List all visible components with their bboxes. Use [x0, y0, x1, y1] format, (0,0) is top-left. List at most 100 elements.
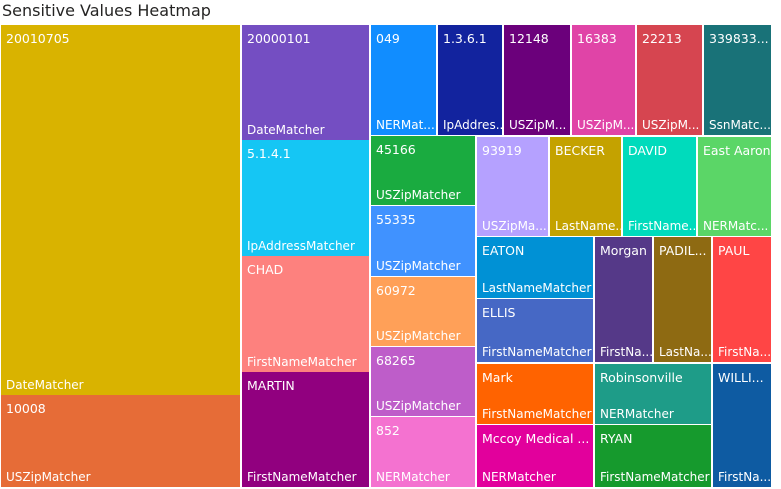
treemap-tile[interactable]: 5.1.4.1 IpAddressMatcher [242, 140, 369, 256]
treemap-tile-category-label: DateMatcher [6, 378, 84, 392]
treemap-tile[interactable]: Robinsonville NERMatcher [595, 364, 711, 424]
treemap-tile-value-label: 55335 [376, 212, 416, 227]
treemap-tile-value-label: EATON [482, 243, 524, 258]
treemap-tile[interactable]: 60972 USZipMatcher [371, 277, 475, 346]
treemap-tile-rect[interactable] [704, 25, 771, 135]
treemap-tile-rect[interactable] [477, 299, 593, 362]
treemap-tile[interactable]: 55335 USZipMatcher [371, 206, 475, 276]
treemap-tile-category-label: FirstNameMatcher [247, 470, 357, 484]
treemap-tile[interactable]: 20010705 DateMatcher [1, 25, 240, 395]
treemap-tile-rect[interactable] [477, 364, 593, 424]
treemap-tile-rect[interactable] [713, 237, 771, 362]
treemap-tile-category-label: IpAddres... [443, 118, 507, 132]
treemap-tile-category-label: LastName... [555, 219, 627, 233]
treemap-tile-rect[interactable] [371, 136, 475, 205]
treemap-tile[interactable]: PAUL FirstNa... [713, 237, 771, 362]
treemap-tile[interactable]: Mark FirstNameMatcher [477, 364, 593, 424]
treemap-tile-rect[interactable] [371, 25, 436, 135]
treemap-tile-value-label: Robinsonville [600, 370, 683, 385]
treemap-tile[interactable]: PADIL... LastNa... [654, 237, 712, 362]
treemap-tile[interactable]: CHAD FirstNameMatcher [242, 256, 369, 372]
chart-title: Sensitive Values Heatmap [2, 1, 211, 20]
treemap-tile[interactable]: 16383 USZipM... [572, 25, 635, 135]
treemap-tile-rect[interactable] [504, 25, 570, 135]
treemap-tile-category-label: NERMatcher [482, 470, 556, 484]
treemap-tile-rect[interactable] [1, 395, 240, 487]
treemap-tile[interactable]: Mccoy Medical ... NERMatcher [477, 425, 593, 487]
treemap-tile-category-label: USZipM... [642, 118, 699, 132]
treemap-tile-category-label: USZipMatcher [376, 399, 461, 413]
treemap-tile-value-label: 93919 [482, 143, 522, 158]
treemap-tile[interactable]: 93919 USZipMa... [477, 137, 548, 236]
treemap-tile[interactable]: Morgan FirstNa... [595, 237, 653, 362]
treemap-tile-rect[interactable] [698, 137, 771, 236]
treemap-tile-rect[interactable] [242, 25, 369, 140]
treemap-tile-rect[interactable] [713, 364, 771, 487]
treemap-tile-rect[interactable] [371, 206, 475, 276]
treemap-chart[interactable]: 20010705 DateMatcher 10008 USZipMatcher 2000… [0, 24, 781, 489]
treemap-tile-rect[interactable] [371, 277, 475, 346]
treemap-tile-rect[interactable] [623, 137, 696, 236]
treemap-tile-value-label: Mccoy Medical ... [482, 431, 589, 446]
treemap-tile[interactable]: BECKER LastName... [550, 137, 627, 236]
treemap-tile-value-label: 339833... [709, 31, 769, 46]
treemap-tile[interactable]: RYAN FirstNameMatcher [595, 425, 711, 487]
treemap-tile-category-label: USZipMatcher [376, 259, 461, 273]
treemap-tile-category-label: NERMatcher [376, 470, 450, 484]
treemap-tile-value-label: CHAD [247, 262, 283, 277]
treemap-tile-rect[interactable] [371, 347, 475, 416]
treemap-tile-category-label: FirstNameMatcher [482, 407, 592, 421]
treemap-tile-rect[interactable] [242, 256, 369, 372]
treemap-tile[interactable]: WILLI... FirstNa... [713, 364, 771, 487]
treemap-tile[interactable]: EATON LastNameMatcher [477, 237, 593, 298]
treemap-tile-rect[interactable] [477, 137, 548, 236]
treemap-tile[interactable]: 10008 USZipMatcher [1, 395, 240, 487]
treemap-tile-rect[interactable] [572, 25, 635, 135]
treemap-tile-rect[interactable] [550, 137, 621, 236]
treemap-tile[interactable]: 45166 USZipMatcher [371, 136, 475, 205]
treemap-tile-rect[interactable] [242, 140, 369, 256]
treemap-tile-category-label: USZipMatcher [376, 188, 461, 202]
treemap-tile[interactable]: 852 NERMatcher [371, 417, 475, 487]
treemap-tile-category-label: USZipMatcher [6, 470, 91, 484]
treemap-tile-category-label: USZipMatcher [376, 329, 461, 343]
treemap-tile-value-label: 22213 [642, 31, 682, 46]
treemap-tile[interactable]: 22213 USZipM... [637, 25, 702, 135]
treemap-tile-rect[interactable] [242, 372, 369, 487]
treemap-tile-rect[interactable] [477, 425, 593, 487]
treemap-tile-value-label: Morgan [600, 243, 647, 258]
treemap-tile-rect[interactable] [371, 417, 475, 487]
treemap-tile-rect[interactable] [595, 425, 711, 487]
treemap-tile-value-label: DAVID [628, 143, 667, 158]
treemap-tile-category-label: FirstNameMatcher [247, 355, 357, 369]
treemap-tile-rect[interactable] [1, 25, 240, 395]
treemap-tile-category-label: FirstNameMatcher [600, 470, 710, 484]
treemap-tile-value-label: 60972 [376, 283, 416, 298]
treemap-tile-category-label: LastNameMatcher [482, 281, 591, 295]
treemap-tile-value-label: RYAN [600, 431, 632, 446]
treemap-tile[interactable]: ELLIS FirstNameMatcher [477, 299, 593, 362]
treemap-tile-category-label: NERMat... [376, 118, 435, 132]
treemap-tile-rect[interactable] [595, 237, 652, 362]
treemap-tile-rect[interactable] [595, 364, 711, 424]
treemap-tile-value-label: 1.3.6.1 [443, 31, 487, 46]
treemap-tile[interactable]: 049 NERMat... [371, 25, 436, 135]
treemap-tile-value-label: 10008 [6, 401, 46, 416]
treemap-tile[interactable]: DAVID FirstName... [623, 137, 700, 236]
treemap-tile[interactable]: East Aaron NERMatc... [698, 137, 771, 236]
treemap-tile[interactable]: 68265 USZipMatcher [371, 347, 475, 416]
treemap-tile-category-label: IpAddressMatcher [247, 239, 355, 253]
treemap-tile-category-label: USZipMa... [482, 219, 547, 233]
treemap-tile-rect[interactable] [477, 237, 593, 298]
treemap-tile-value-label: 852 [376, 423, 400, 438]
treemap-tile[interactable]: 12148 USZipM... [504, 25, 570, 135]
treemap-tile-category-label: FirstNa... [718, 470, 771, 484]
treemap-tile-category-label: LastNa... [659, 345, 712, 359]
treemap-tile[interactable]: 20000101 DateMatcher [242, 25, 369, 140]
treemap-tile[interactable]: MARTIN FirstNameMatcher [242, 372, 369, 487]
treemap-tile-rect[interactable] [654, 237, 711, 362]
treemap-tile-rect[interactable] [637, 25, 702, 135]
treemap-tile[interactable]: 1.3.6.1 IpAddres... [438, 25, 507, 135]
treemap-tile[interactable]: 339833... SsnMatc... [704, 25, 771, 135]
treemap-tile-rect[interactable] [438, 25, 502, 135]
